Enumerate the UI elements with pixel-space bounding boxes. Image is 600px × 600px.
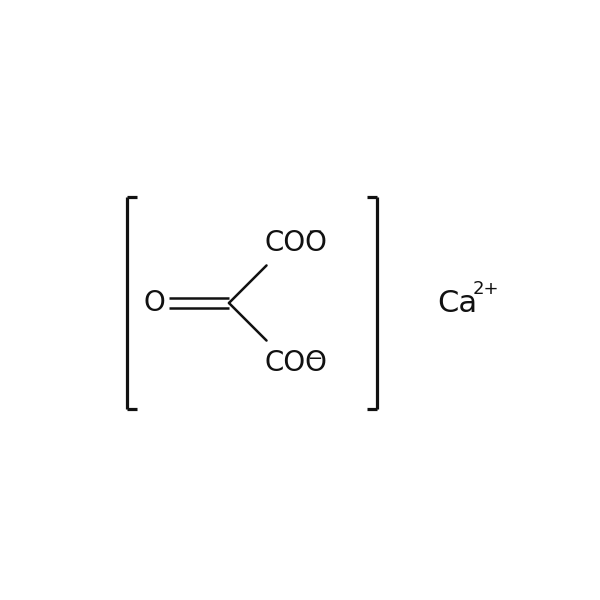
Text: COO: COO	[264, 229, 327, 257]
Text: Ca: Ca	[437, 289, 477, 317]
Text: O: O	[143, 289, 165, 317]
Text: COO: COO	[264, 349, 327, 377]
Text: 2+: 2+	[473, 280, 499, 298]
Text: −: −	[307, 223, 322, 241]
Text: −: −	[307, 350, 322, 368]
